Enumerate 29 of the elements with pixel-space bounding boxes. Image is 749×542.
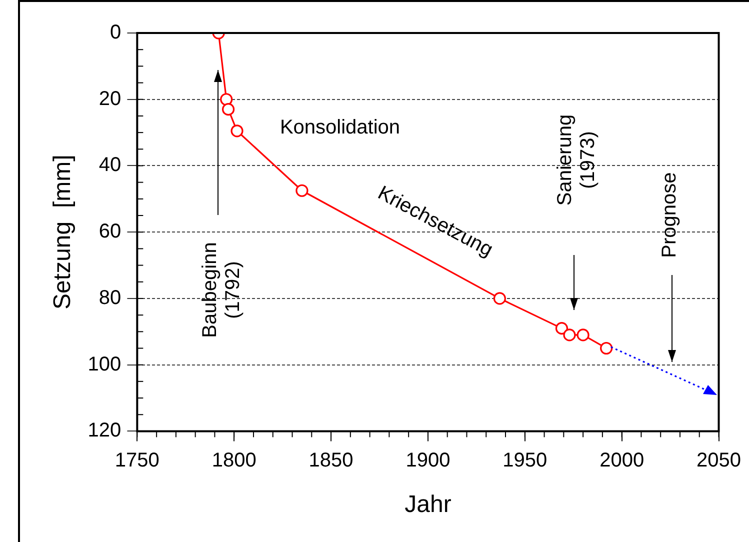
y-tick-label: 60 [98,220,122,243]
annotation: Konsolidation [280,116,400,139]
point [296,184,308,197]
annotation: Baubeginn (1792) [199,242,244,338]
y-tick-label: 0 [110,22,122,44]
x-tick-label: 1950 [502,450,548,472]
y-tick-label: 20 [98,88,122,110]
x-tick-label: 2000 [600,450,644,472]
y-axis-title: Setzung [mm] [49,154,76,310]
annotation: Prognose [658,172,681,258]
y-tick-label: 80 [98,286,122,309]
annotation: Sanierung (1973) [554,114,600,206]
x-tick-label: 1800 [212,450,256,472]
x-tick-label: 2050 [696,450,742,472]
point [222,103,235,116]
x-tick-label: 1900 [406,450,450,472]
x-tick-label: 1750 [114,450,160,472]
y-tick-label: 40 [98,154,122,176]
point [220,93,233,106]
point [600,342,613,355]
x-tick-label: 1850 [308,450,354,472]
point [576,328,590,342]
point [230,124,244,138]
x-axis-title: Jahr [404,491,452,518]
y-tick-label: 100 [88,353,122,376]
point [493,292,506,305]
point [555,322,568,335]
point [563,328,576,342]
y-tick-label: 120 [88,420,122,442]
